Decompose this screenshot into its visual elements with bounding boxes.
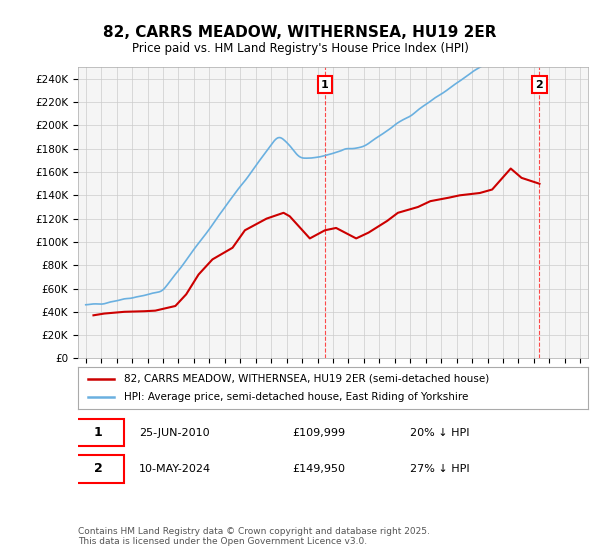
Text: 82, CARRS MEADOW, WITHERNSEA, HU19 2ER (semi-detached house): 82, CARRS MEADOW, WITHERNSEA, HU19 2ER (… xyxy=(124,374,489,384)
Text: HPI: Average price, semi-detached house, East Riding of Yorkshire: HPI: Average price, semi-detached house,… xyxy=(124,392,468,402)
Text: 1: 1 xyxy=(94,426,103,439)
Text: 82, CARRS MEADOW, WITHERNSEA, HU19 2ER: 82, CARRS MEADOW, WITHERNSEA, HU19 2ER xyxy=(103,25,497,40)
Text: 25-JUN-2010: 25-JUN-2010 xyxy=(139,428,210,437)
Text: 2: 2 xyxy=(536,80,544,90)
Text: Price paid vs. HM Land Registry's House Price Index (HPI): Price paid vs. HM Land Registry's House … xyxy=(131,42,469,55)
FancyBboxPatch shape xyxy=(73,455,124,483)
FancyBboxPatch shape xyxy=(73,419,124,446)
Text: £149,950: £149,950 xyxy=(292,464,345,474)
Text: 20% ↓ HPI: 20% ↓ HPI xyxy=(409,428,469,437)
Text: Contains HM Land Registry data © Crown copyright and database right 2025.
This d: Contains HM Land Registry data © Crown c… xyxy=(78,526,430,546)
Text: 10-MAY-2024: 10-MAY-2024 xyxy=(139,464,211,474)
Text: 27% ↓ HPI: 27% ↓ HPI xyxy=(409,464,469,474)
Text: 1: 1 xyxy=(321,80,329,90)
Text: £109,999: £109,999 xyxy=(292,428,346,437)
Text: 2: 2 xyxy=(94,463,103,475)
